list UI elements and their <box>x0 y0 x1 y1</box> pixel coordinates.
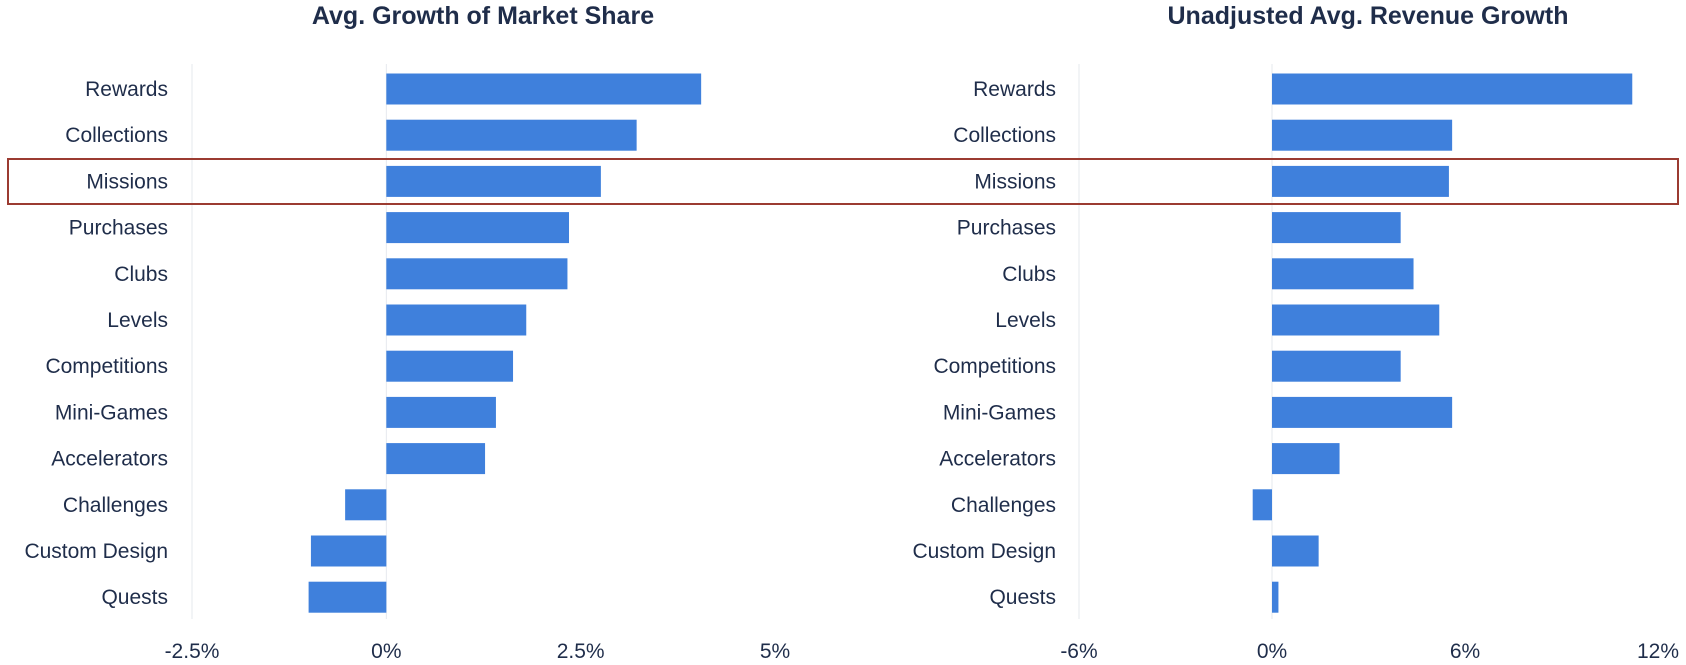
bar-accelerators <box>386 443 486 475</box>
category-label: Rewards <box>973 78 1056 101</box>
bar-rewards <box>386 73 702 105</box>
bar-mini-games <box>386 396 496 428</box>
category-label: Custom Design <box>912 540 1056 563</box>
x-tick-label: -2.5% <box>165 640 220 663</box>
category-label: Competitions <box>933 355 1056 378</box>
x-tick-label: 0% <box>371 640 401 663</box>
bar-collections <box>386 119 637 151</box>
bar-challenges <box>345 489 387 521</box>
category-label: Accelerators <box>939 448 1056 471</box>
category-label: Levels <box>107 309 168 332</box>
bar-clubs <box>386 258 568 290</box>
revenue-growth-chart: Unadjusted Avg. Revenue Growth Rewards Co… <box>912 2 1679 663</box>
category-label: Purchases <box>69 217 168 240</box>
highlight-box <box>7 158 1679 205</box>
category-label: Collections <box>65 124 168 147</box>
chart-title: Avg. Growth of Market Share <box>312 2 654 30</box>
category-label: Competitions <box>45 355 168 378</box>
category-label: Mini-Games <box>943 401 1056 424</box>
chart-title: Unadjusted Avg. Revenue Growth <box>1168 2 1569 30</box>
category-label: Custom Design <box>24 540 168 563</box>
x-tick-label: 6% <box>1450 640 1480 663</box>
category-label: Challenges <box>951 494 1056 517</box>
category-label: Missions <box>86 170 168 193</box>
category-label: Clubs <box>114 263 168 286</box>
bar-quests <box>308 581 387 613</box>
x-tick-label: 0% <box>1257 640 1287 663</box>
x-tick-label: 2.5% <box>557 640 605 663</box>
bar-challenges <box>1252 489 1272 521</box>
x-tick-label: -6% <box>1060 640 1097 663</box>
bar-mini-games <box>1272 396 1453 428</box>
category-label: Quests <box>101 586 168 609</box>
bar-levels <box>386 304 527 336</box>
category-label: Accelerators <box>51 448 168 471</box>
bar-accelerators <box>1272 443 1340 475</box>
bar-missions <box>1272 165 1449 197</box>
category-label: Collections <box>953 124 1056 147</box>
bar-custom-design <box>1272 535 1319 567</box>
bar-purchases <box>1272 212 1401 244</box>
bar-custom-design <box>310 535 387 567</box>
market-share-chart: Avg. Growth of Market Share Rewards Colle… <box>24 2 790 663</box>
bar-collections <box>1272 119 1453 151</box>
bar-levels <box>1272 304 1440 336</box>
bar-quests <box>1272 581 1279 613</box>
category-label: Quests <box>989 586 1056 609</box>
bar-missions <box>386 165 601 197</box>
bar-purchases <box>386 212 570 244</box>
x-tick-label: 5% <box>760 640 790 663</box>
category-label: Levels <box>995 309 1056 332</box>
category-label: Missions <box>974 170 1056 193</box>
category-label: Rewards <box>85 78 168 101</box>
bar-clubs <box>1272 258 1414 290</box>
bar-rewards <box>1272 73 1633 105</box>
category-label: Purchases <box>957 217 1056 240</box>
bar-competitions <box>1272 350 1401 382</box>
bar-competitions <box>386 350 514 382</box>
category-label: Challenges <box>63 494 168 517</box>
category-label: Clubs <box>1002 263 1056 286</box>
category-label: Mini-Games <box>55 401 168 424</box>
x-tick-label: 12% <box>1637 640 1679 663</box>
